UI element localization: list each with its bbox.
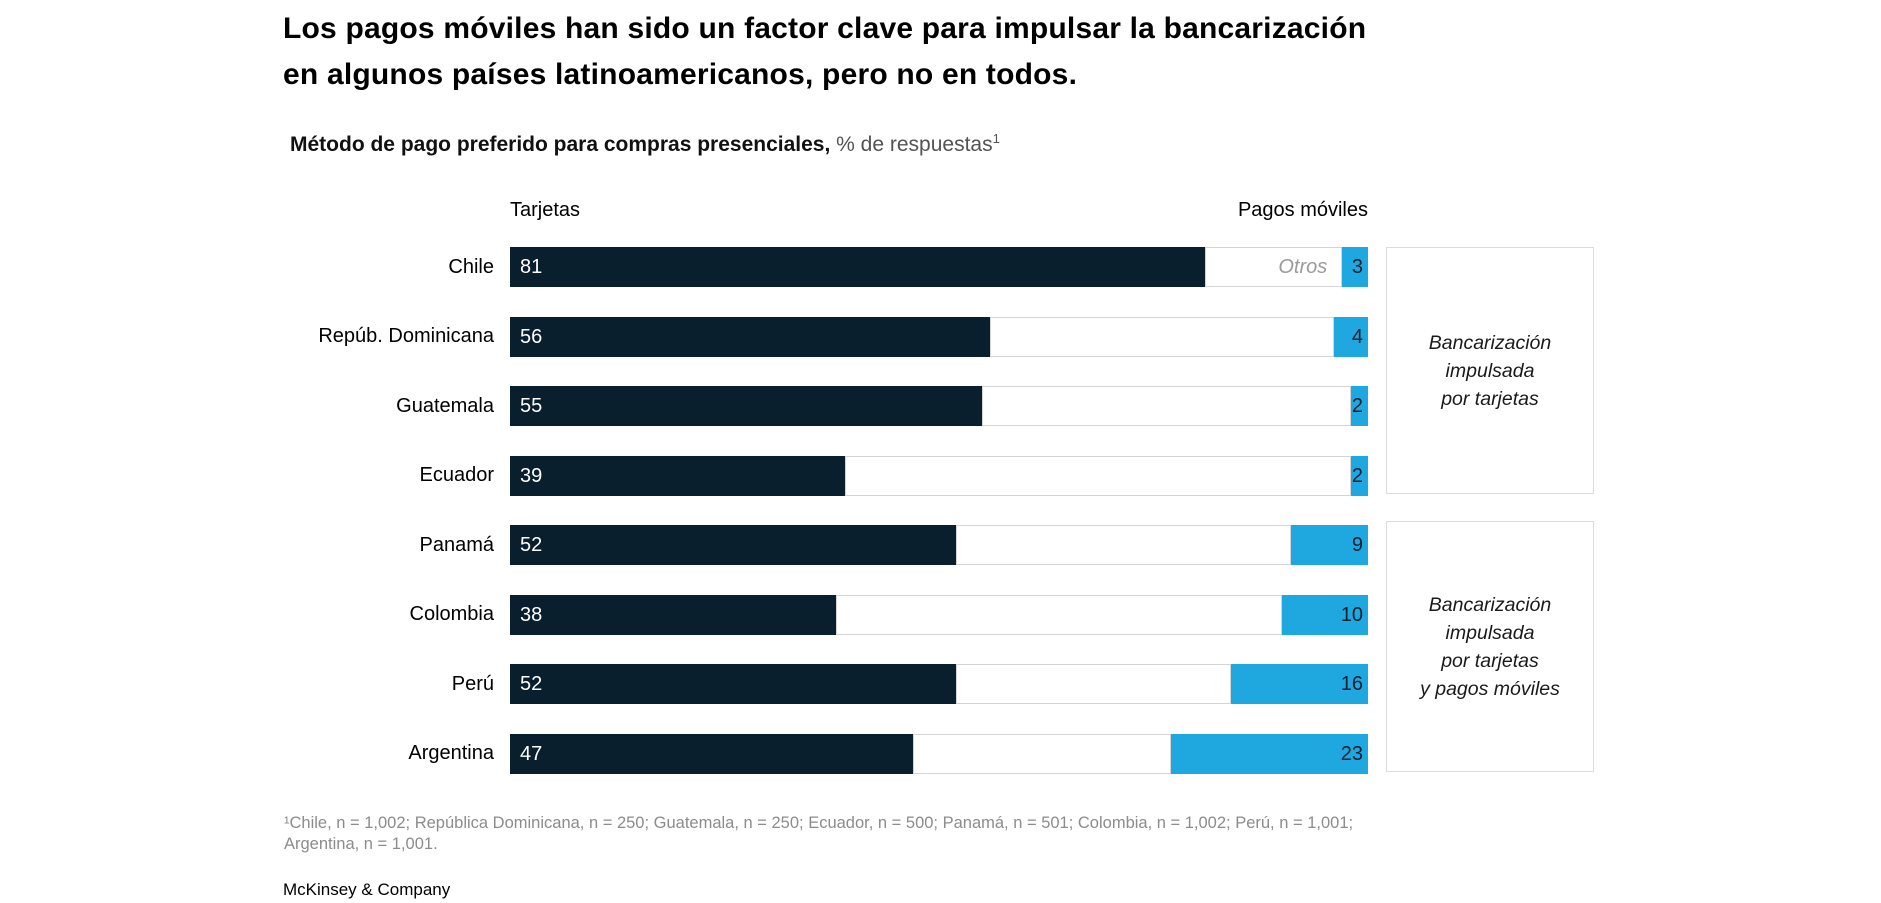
bar-row: Colombia 38 10 (283, 594, 1368, 635)
bar-row: Chile 81 Otros 3 (283, 247, 1368, 287)
otros-label: Otros (1278, 255, 1328, 278)
segment-otros (956, 664, 1231, 704)
stacked-bar: 52 9 (510, 525, 1368, 565)
country-label: Colombia (409, 603, 494, 625)
segment-tarjetas: 56 (510, 316, 991, 357)
segment-tarjetas: 38 (510, 594, 837, 635)
segment-pagos-moviles: 16 (1230, 664, 1368, 704)
segment-tarjetas: 52 (510, 664, 957, 704)
footnote-marker: 1 (992, 131, 1000, 146)
segment-otros (836, 594, 1283, 635)
pagos-moviles-value-label: 2 (1351, 464, 1363, 487)
stacked-bar: 47 23 (510, 733, 1368, 774)
country-label: Ecuador (419, 464, 495, 486)
segment-otros (981, 386, 1351, 426)
footnote: ¹Chile, n = 1,002; República Dominicana,… (284, 814, 1354, 853)
bar-row: Repúb. Dominicana 56 4 (283, 316, 1368, 357)
annotation-text: Bancarización impulsada por tarjetas y p… (1420, 593, 1560, 700)
segment-tarjetas: 47 (510, 733, 914, 774)
axis-header-pagos-moviles: Pagos móviles (1237, 199, 1368, 221)
segment-pagos-moviles: 4 (1333, 316, 1368, 357)
country-label: Panamá (419, 533, 495, 556)
country-label: Chile (448, 255, 494, 278)
segment-tarjetas: 52 (510, 525, 957, 565)
tarjetas-value-label: 56 (520, 325, 543, 348)
page-title: Los pagos móviles han sido un factor cla… (283, 12, 1367, 91)
segment-otros (844, 455, 1351, 496)
pagos-moviles-value-label: 2 (1351, 395, 1363, 417)
stacked-bar: 55 2 (510, 386, 1368, 426)
tarjetas-value-label: 38 (520, 603, 543, 626)
tarjetas-value-label: 55 (520, 395, 543, 417)
segment-pagos-moviles: 23 (1170, 733, 1368, 774)
chart-subtitle: Método de pago preferido para compras pr… (290, 131, 1000, 157)
segment-pagos-moviles: 10 (1282, 594, 1368, 635)
axis-header-tarjetas: Tarjetas (510, 199, 581, 221)
tarjetas-value-label: 81 (520, 256, 543, 278)
tarjetas-value-label: 39 (520, 464, 543, 487)
bar-row: Perú 52 16 (283, 664, 1368, 704)
annotation-box: Bancarización impulsada por tarjetas y p… (1386, 521, 1594, 772)
annotation-text: Bancarización impulsada por tarjetas (1428, 331, 1552, 410)
stacked-bar: 38 10 (510, 594, 1368, 635)
segment-pagos-moviles: 9 (1290, 525, 1368, 565)
segment-pagos-moviles: 2 (1350, 386, 1368, 426)
segment-otros (990, 316, 1334, 357)
stacked-bar: 39 2 (510, 455, 1368, 496)
segment-tarjetas: 55 (510, 386, 982, 426)
stacked-bar: 81 Otros 3 (510, 247, 1368, 287)
segment-pagos-moviles: 3 (1342, 247, 1368, 287)
segment-otros (913, 733, 1171, 774)
bar-row: Guatemala 55 2 (283, 386, 1368, 426)
chart-subtitle-unit: % de respuestas (836, 133, 993, 156)
segment-otros: Otros (1204, 247, 1343, 287)
country-label: Argentina (408, 742, 494, 764)
brand-logo: McKinsey & Company (283, 880, 451, 899)
country-label: Guatemala (396, 394, 494, 417)
pagos-moviles-value-label: 16 (1340, 673, 1363, 695)
tarjetas-value-label: 52 (520, 673, 543, 695)
stacked-bar: 56 4 (510, 316, 1368, 357)
pagos-moviles-value-label: 9 (1351, 534, 1363, 556)
chart-subtitle-bold: Método de pago preferido para compras pr… (290, 133, 831, 156)
tarjetas-value-label: 52 (520, 534, 543, 556)
segment-pagos-moviles: 2 (1350, 455, 1368, 496)
segment-otros (956, 525, 1291, 565)
annotation-box: Bancarización impulsada por tarjetas (1386, 247, 1594, 494)
pagos-moviles-value-label: 3 (1351, 256, 1363, 278)
stacked-bar: 52 16 (510, 664, 1368, 704)
bar-row: Argentina 47 23 (283, 733, 1368, 774)
pagos-moviles-value-label: 4 (1351, 325, 1363, 348)
country-label: Perú (451, 672, 494, 695)
segment-tarjetas: 39 (510, 455, 845, 496)
segment-tarjetas: 81 (510, 247, 1205, 287)
pagos-moviles-value-label: 10 (1340, 603, 1363, 626)
tarjetas-value-label: 47 (520, 742, 543, 765)
country-label: Repúb. Dominicana (318, 325, 494, 347)
bar-rows: Chile 81 Otros 3 Repúb. Dominicana 56 4 Guatema… (283, 247, 1368, 803)
bar-row: Panamá 52 9 (283, 525, 1368, 565)
pagos-moviles-value-label: 23 (1340, 742, 1363, 765)
axis-headers: Tarjetas Pagos móviles (510, 199, 1368, 222)
bar-row: Ecuador 39 2 (283, 455, 1368, 496)
